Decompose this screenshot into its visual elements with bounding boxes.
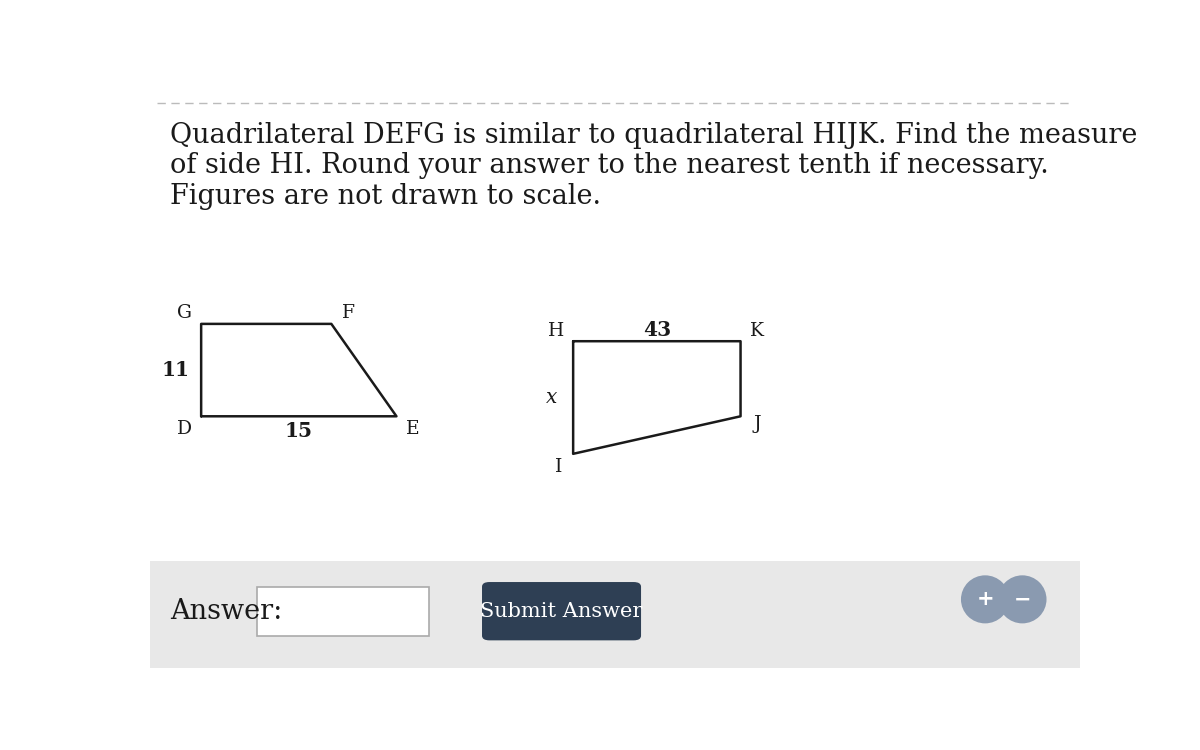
- Text: x: x: [546, 388, 558, 406]
- Text: 11: 11: [162, 360, 190, 380]
- Text: Answer:: Answer:: [170, 598, 283, 625]
- Text: 43: 43: [643, 320, 671, 340]
- Text: −: −: [1014, 590, 1031, 609]
- FancyBboxPatch shape: [150, 561, 1080, 668]
- Text: Quadrilateral DEFG is similar to quadrilateral HIJK. Find the measure: Quadrilateral DEFG is similar to quadril…: [170, 122, 1138, 148]
- Ellipse shape: [998, 575, 1046, 623]
- Text: 15: 15: [284, 421, 313, 441]
- Text: G: G: [176, 304, 192, 322]
- Text: Submit Answer: Submit Answer: [480, 602, 643, 621]
- FancyBboxPatch shape: [482, 582, 641, 640]
- Text: I: I: [554, 458, 562, 476]
- FancyBboxPatch shape: [257, 586, 430, 636]
- Text: of side HI. Round your answer to the nearest tenth if necessary.: of side HI. Round your answer to the nea…: [170, 152, 1049, 179]
- Text: E: E: [407, 420, 420, 438]
- Text: D: D: [176, 420, 192, 438]
- Text: Figures are not drawn to scale.: Figures are not drawn to scale.: [170, 183, 601, 210]
- Text: +: +: [977, 590, 994, 609]
- Text: F: F: [342, 304, 354, 322]
- Text: J: J: [754, 416, 761, 434]
- Text: K: K: [750, 322, 764, 340]
- Ellipse shape: [961, 575, 1009, 623]
- Text: H: H: [548, 322, 564, 340]
